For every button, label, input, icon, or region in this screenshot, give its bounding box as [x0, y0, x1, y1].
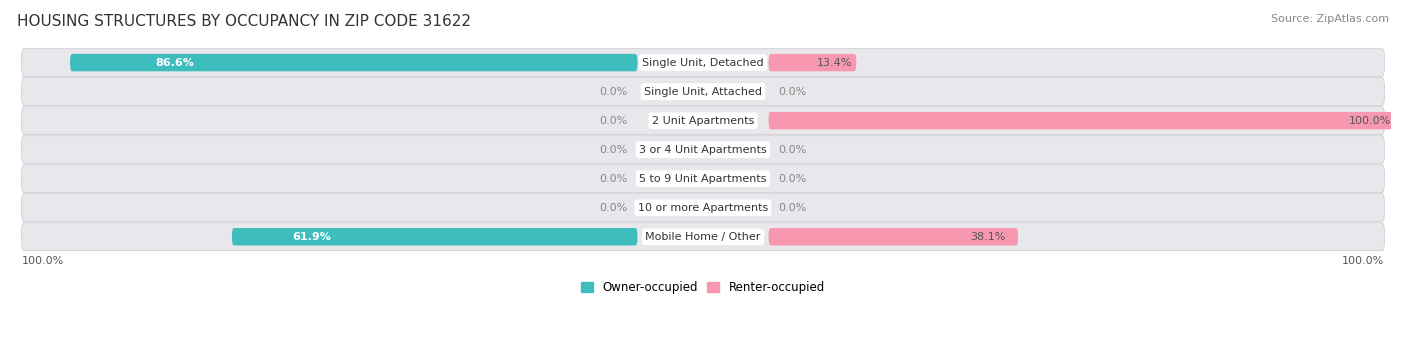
FancyBboxPatch shape: [21, 136, 1385, 164]
Text: 0.0%: 0.0%: [599, 174, 627, 184]
Text: 0.0%: 0.0%: [599, 203, 627, 213]
Text: 0.0%: 0.0%: [599, 145, 627, 155]
FancyBboxPatch shape: [232, 228, 637, 246]
Text: 13.4%: 13.4%: [817, 58, 852, 68]
Text: 10 or more Apartments: 10 or more Apartments: [638, 203, 768, 213]
Text: 0.0%: 0.0%: [599, 87, 627, 97]
Text: Single Unit, Attached: Single Unit, Attached: [644, 87, 762, 97]
Text: 0.0%: 0.0%: [779, 174, 807, 184]
FancyBboxPatch shape: [21, 107, 1385, 135]
Text: 0.0%: 0.0%: [779, 145, 807, 155]
FancyBboxPatch shape: [21, 78, 1385, 106]
Text: 100.0%: 100.0%: [1343, 256, 1385, 266]
FancyBboxPatch shape: [769, 54, 856, 71]
Text: 0.0%: 0.0%: [779, 203, 807, 213]
Text: 86.6%: 86.6%: [155, 58, 194, 68]
FancyBboxPatch shape: [21, 49, 1385, 76]
Text: Single Unit, Detached: Single Unit, Detached: [643, 58, 763, 68]
Text: 0.0%: 0.0%: [779, 87, 807, 97]
Text: 2 Unit Apartments: 2 Unit Apartments: [652, 116, 754, 125]
Text: 61.9%: 61.9%: [292, 232, 332, 242]
Text: 100.0%: 100.0%: [21, 256, 63, 266]
FancyBboxPatch shape: [21, 194, 1385, 222]
Legend: Owner-occupied, Renter-occupied: Owner-occupied, Renter-occupied: [576, 276, 830, 298]
Text: 5 to 9 Unit Apartments: 5 to 9 Unit Apartments: [640, 174, 766, 184]
Text: 100.0%: 100.0%: [1348, 116, 1391, 125]
Text: HOUSING STRUCTURES BY OCCUPANCY IN ZIP CODE 31622: HOUSING STRUCTURES BY OCCUPANCY IN ZIP C…: [17, 14, 471, 29]
FancyBboxPatch shape: [769, 112, 1406, 129]
FancyBboxPatch shape: [21, 223, 1385, 251]
Text: 38.1%: 38.1%: [970, 232, 1005, 242]
FancyBboxPatch shape: [21, 165, 1385, 193]
Text: Mobile Home / Other: Mobile Home / Other: [645, 232, 761, 242]
Text: 0.0%: 0.0%: [599, 116, 627, 125]
FancyBboxPatch shape: [70, 54, 637, 71]
Text: Source: ZipAtlas.com: Source: ZipAtlas.com: [1271, 14, 1389, 24]
Text: 3 or 4 Unit Apartments: 3 or 4 Unit Apartments: [640, 145, 766, 155]
FancyBboxPatch shape: [769, 228, 1018, 246]
